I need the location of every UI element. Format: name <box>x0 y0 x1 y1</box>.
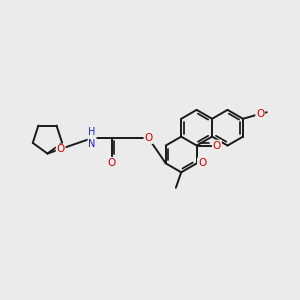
Text: O: O <box>56 144 65 154</box>
Text: O: O <box>144 133 153 143</box>
Text: H
N: H N <box>88 127 96 149</box>
Text: O: O <box>256 109 264 119</box>
Text: O: O <box>108 158 116 168</box>
Text: O: O <box>198 158 206 168</box>
Text: O: O <box>213 140 221 151</box>
